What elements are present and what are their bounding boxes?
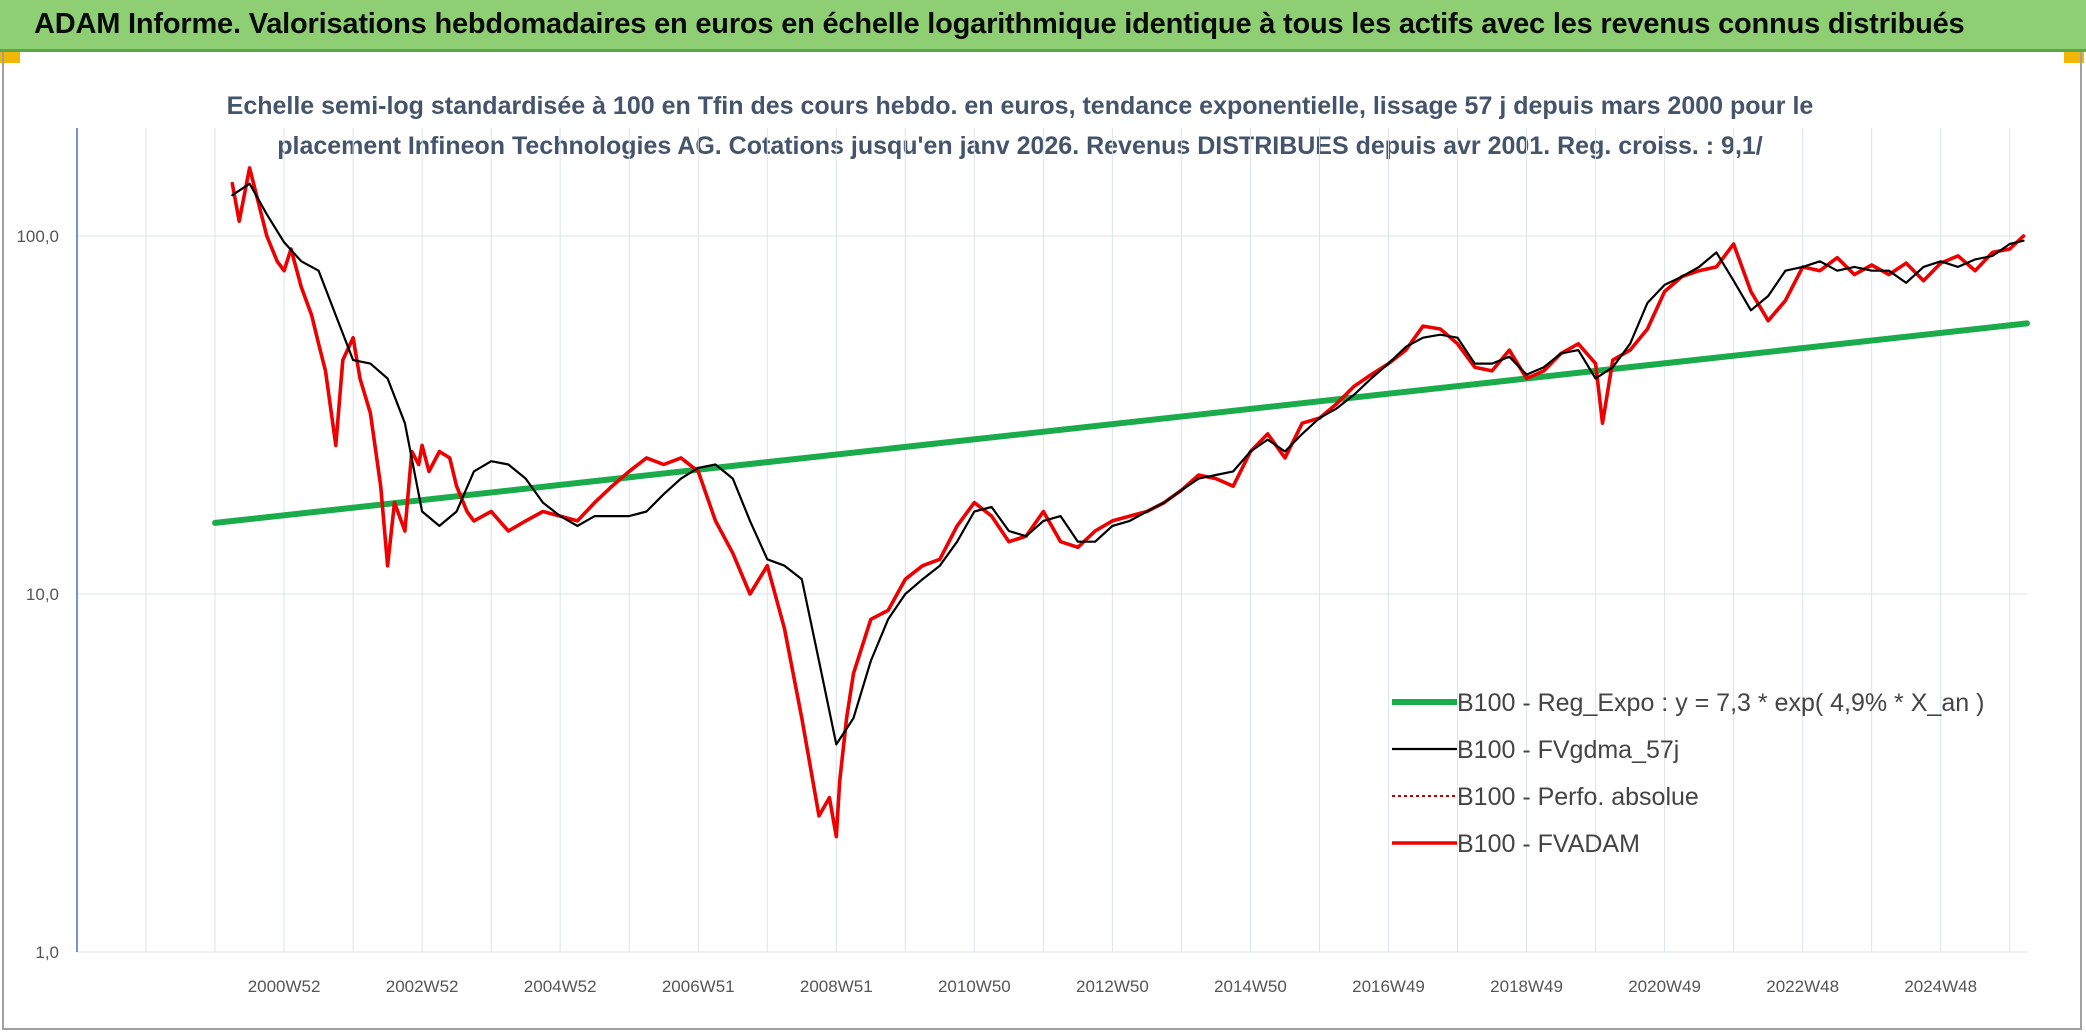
- report-banner: ADAM Informe. Valorisations hebdomadaire…: [0, 0, 2086, 52]
- x-tick-label: 2010W50: [938, 977, 1011, 996]
- chart-frame: [2, 52, 2082, 1030]
- x-tick-label: 2020W49: [1628, 977, 1701, 996]
- x-tick-label: 2024W48: [1904, 977, 1977, 996]
- series-line-1: [231, 182, 2025, 746]
- series-line-3: [230, 166, 2026, 839]
- x-tick-label: 2002W52: [386, 977, 459, 996]
- legend-label: B100 - Reg_Expo : y = 7,3 * exp( 4,9% * …: [1457, 689, 1984, 717]
- report-title: ADAM Informe. Valorisations hebdomadaire…: [34, 8, 1965, 40]
- corner-marker-left: [0, 52, 20, 63]
- chart-title: Echelle semi-log standardisée à 100 en T…: [190, 86, 1850, 166]
- x-tick-label: 2018W49: [1490, 977, 1563, 996]
- x-tick-label: 2014W50: [1214, 977, 1287, 996]
- series-line-0: [212, 320, 2030, 526]
- y-tick-label: 1,0: [35, 943, 59, 962]
- x-tick-label: 2006W51: [662, 977, 735, 996]
- x-tick-label: 2000W52: [248, 977, 321, 996]
- y-tick-label: 100,0: [16, 227, 59, 246]
- corner-marker-right: [2064, 52, 2084, 63]
- chart-title-line-1: Echelle semi-log standardisée à 100 en T…: [226, 92, 1814, 120]
- x-tick-label: 2008W51: [800, 977, 873, 996]
- x-tick-label: 2012W50: [1076, 977, 1149, 996]
- x-tick-label: 2004W52: [524, 977, 597, 996]
- legend-label: B100 - Perfo. absolue: [1457, 783, 1699, 811]
- y-tick-label: 10,0: [26, 585, 59, 604]
- x-tick-label: 2022W48: [1766, 977, 1839, 996]
- legend-label: B100 - FVADAM: [1457, 830, 1640, 858]
- legend-label: B100 - FVgdma_57j: [1457, 736, 1679, 764]
- x-tick-label: 2016W49: [1352, 977, 1425, 996]
- chart-title-line-2: placement Infineon Technologies AG. Cota…: [277, 132, 1763, 160]
